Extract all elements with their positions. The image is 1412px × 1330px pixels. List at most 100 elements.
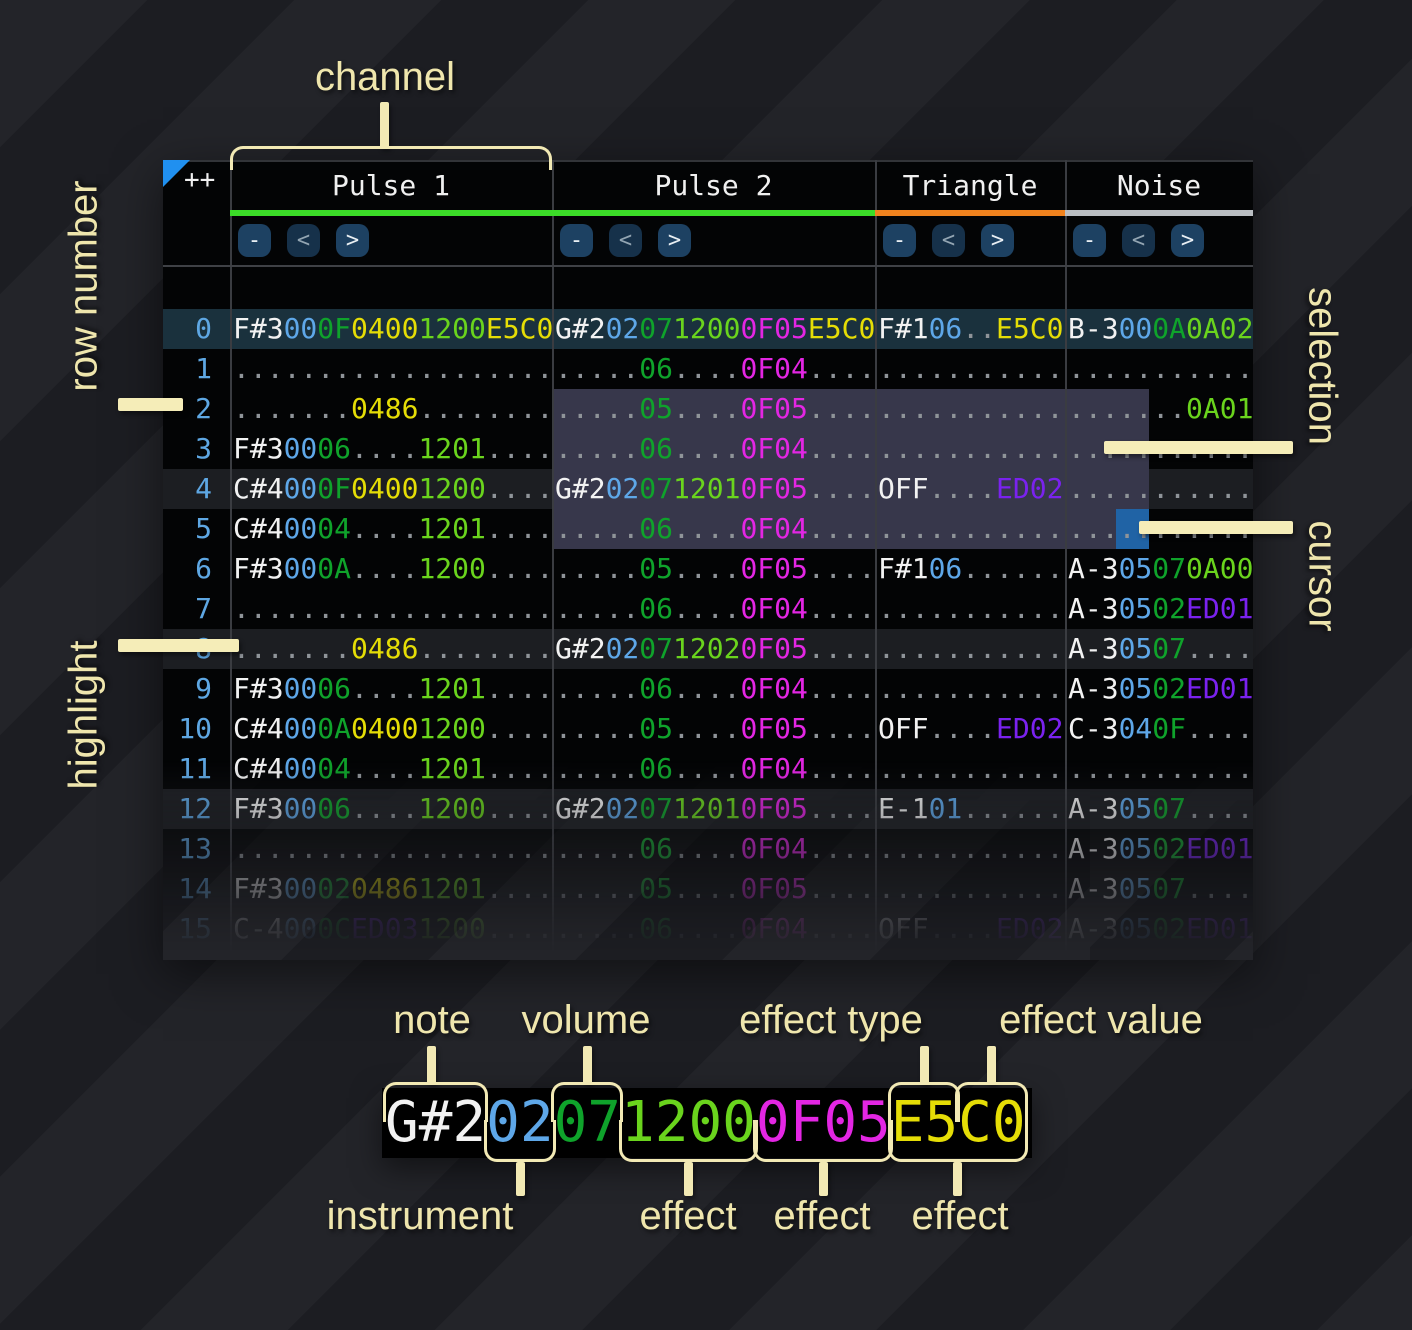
bracket-effect-2 <box>753 1120 893 1162</box>
cell-segment-inst: 00 <box>283 432 318 465</box>
cell-segment-empty: ........... <box>878 512 1064 545</box>
cell-segment-fx-yellow: E5C0 <box>807 312 876 345</box>
pattern-cell-noise[interactable]: ........... <box>1065 469 1253 509</box>
pattern-cell-p1[interactable]: ................... <box>230 349 553 389</box>
pattern-cell-tri[interactable]: F#106...... <box>875 549 1065 589</box>
pattern-cell-p1[interactable]: F#3000F04001200E5C0 <box>230 309 553 349</box>
pattern-row: 10 C#4000A04001200.... .....05....0F05....… <box>163 709 1253 749</box>
pattern-cell-p2[interactable]: .....06....0F04.... <box>552 509 875 549</box>
effect-type-label: effect type <box>739 998 923 1042</box>
row-number: 2 <box>195 392 212 425</box>
cell-segment-vol: 06 <box>317 432 352 465</box>
cell-segment-empty: ..... <box>555 512 640 545</box>
pattern-cell-p2[interactable]: G#2020712020F05.... <box>552 629 875 669</box>
pattern-cell-noise[interactable]: .......0A01 <box>1065 389 1253 429</box>
collapse-channel-button[interactable]: - <box>883 224 916 257</box>
pattern-cell-tri[interactable]: OFF....ED02 <box>875 709 1065 749</box>
pattern-cell-p1[interactable]: F#30006....1201.... <box>230 669 553 709</box>
expand-channel-button[interactable]: > <box>1171 224 1204 257</box>
pattern-cell-tri[interactable]: ........... <box>875 349 1065 389</box>
pattern-cell-p1[interactable]: .......0486........ <box>230 629 553 669</box>
cell-segment-vol: 07 <box>1152 632 1187 665</box>
pattern-cell-p2[interactable]: G#2020712010F05.... <box>552 469 875 509</box>
shrink-channel-button[interactable]: < <box>287 224 320 257</box>
pattern-cell-p2[interactable]: .....06....0F04.... <box>552 349 875 389</box>
collapse-channel-button[interactable]: - <box>238 224 271 257</box>
shrink-channel-button[interactable]: < <box>932 224 965 257</box>
shrink-channel-button[interactable]: < <box>1122 224 1155 257</box>
pattern-cell-p2[interactable]: .....06....0F04.... <box>552 429 875 469</box>
pattern-row: 8.......0486........G#2020712020F05.....… <box>163 629 1253 669</box>
pattern-cell-p2[interactable]: .....05....0F05.... <box>552 389 875 429</box>
channel-underline <box>230 210 552 216</box>
pattern-cell-p1[interactable]: F#3000A....1200.... <box>230 549 553 589</box>
cell-segment-fx-green: 1200 <box>418 312 486 345</box>
pattern-cell-noise[interactable]: C-3040F.... <box>1065 709 1253 749</box>
expand-channel-button[interactable]: > <box>981 224 1014 257</box>
cell-segment-note: OFF <box>878 712 929 745</box>
shrink-channel-button[interactable]: < <box>609 224 642 257</box>
cell-segment-vol: 0F <box>317 312 352 345</box>
expand-channel-button[interactable]: > <box>658 224 691 257</box>
pattern-cell-p1[interactable]: ................... <box>230 589 553 629</box>
cell-segment-empty: ....... <box>233 632 352 665</box>
cell-segment-empty: ..... <box>555 352 640 385</box>
pattern-row: 7................... .....06....0F04.....… <box>163 589 1253 629</box>
cell-segment-empty: ........... <box>1068 352 1254 385</box>
pattern-cell-tri[interactable]: F#106..E5C0 <box>875 309 1065 349</box>
pattern-cell-p2[interactable]: .....06....0F04.... <box>552 669 875 709</box>
cell-segment-note: F#3 <box>233 312 284 345</box>
pattern-cell-noise[interactable]: B-3000A0A02 <box>1065 309 1253 349</box>
pattern-cell-tri[interactable]: OFF....ED02 <box>875 469 1065 509</box>
pattern-cell-noise[interactable]: A-305070A00 <box>1065 549 1253 589</box>
pattern-cell-tri[interactable]: ........... <box>875 629 1065 669</box>
cell-segment-note: F#3 <box>233 672 284 705</box>
row-number: 10 <box>178 712 212 745</box>
pattern-cell-tri[interactable]: ........... <box>875 509 1065 549</box>
cell-segment-empty: .... <box>807 432 876 465</box>
expand-pattern-button[interactable]: ++ <box>184 165 216 195</box>
cell-segment-fx-green: 1201 <box>418 432 486 465</box>
pattern-cell-p1[interactable]: C#4000F04001200.... <box>230 469 553 509</box>
row-number: 4 <box>195 472 212 505</box>
cell-segment-inst: 05 <box>1118 592 1153 625</box>
cell-segment-vol: 06 <box>639 432 674 465</box>
pattern-cell-p2[interactable]: .....05....0F05.... <box>552 709 875 749</box>
pattern-cell-tri[interactable]: ........... <box>875 429 1065 469</box>
cell-segment-empty: .... <box>673 672 741 705</box>
pattern-cell-tri[interactable]: ........... <box>875 669 1065 709</box>
pattern-cell-noise[interactable]: A-30502ED01 <box>1065 669 1253 709</box>
pattern-row: 4 C#4000F04001200.... G#2020712010F05.... O… <box>163 469 1253 509</box>
cell-segment-inst: 02 <box>605 632 640 665</box>
cell-segment-fx-magenta: 0F04 <box>740 432 808 465</box>
collapse-channel-button[interactable]: - <box>1073 224 1106 257</box>
pattern-row: 5 C#40004....1201.... .....06....0F04.....… <box>163 509 1253 549</box>
pattern-cell-p1[interactable]: .......0486........ <box>230 389 553 429</box>
cell-segment-empty: ..... <box>555 432 640 465</box>
cell-segment-empty: ........... <box>878 352 1064 385</box>
row-number: 9 <box>195 672 212 705</box>
pattern-cell-tri[interactable]: ........... <box>875 589 1065 629</box>
bracket-effect-type <box>888 1082 960 1122</box>
effect-3-stub <box>953 1162 962 1196</box>
pattern-cell-p2[interactable]: G#2020712000F05E5C0 <box>552 309 875 349</box>
pattern-cell-p1[interactable]: F#30006....1201.... <box>230 429 553 469</box>
pattern-cell-p2[interactable]: .....05....0F05.... <box>552 549 875 589</box>
cell-segment-note: F#1 <box>878 312 929 345</box>
expand-channel-button[interactable]: > <box>336 224 369 257</box>
pattern-cell-p1[interactable]: C#4000A04001200.... <box>230 709 553 749</box>
pattern-row: 9 F#30006....1201.... .....06....0F04.....… <box>163 669 1253 709</box>
pattern-cell-p2[interactable]: .....06....0F04.... <box>552 589 875 629</box>
cursor-pointer-line <box>1139 521 1293 534</box>
collapse-channel-button[interactable]: - <box>560 224 593 257</box>
cell-segment-note: A-3 <box>1068 552 1119 585</box>
pattern-cell-p1[interactable]: C#40004....1201.... <box>230 509 553 549</box>
cell-segment-vol: 06 <box>639 592 674 625</box>
pattern-cell-tri[interactable]: ........... <box>875 389 1065 429</box>
cell-segment-empty: ..... <box>555 592 640 625</box>
cell-segment-vol: 06 <box>639 512 674 545</box>
pattern-cell-noise[interactable]: A-30507.... <box>1065 629 1253 669</box>
cell-segment-empty: .... <box>807 632 876 665</box>
pattern-cell-noise[interactable]: ........... <box>1065 349 1253 389</box>
pattern-cell-noise[interactable]: A-30502ED01 <box>1065 589 1253 629</box>
